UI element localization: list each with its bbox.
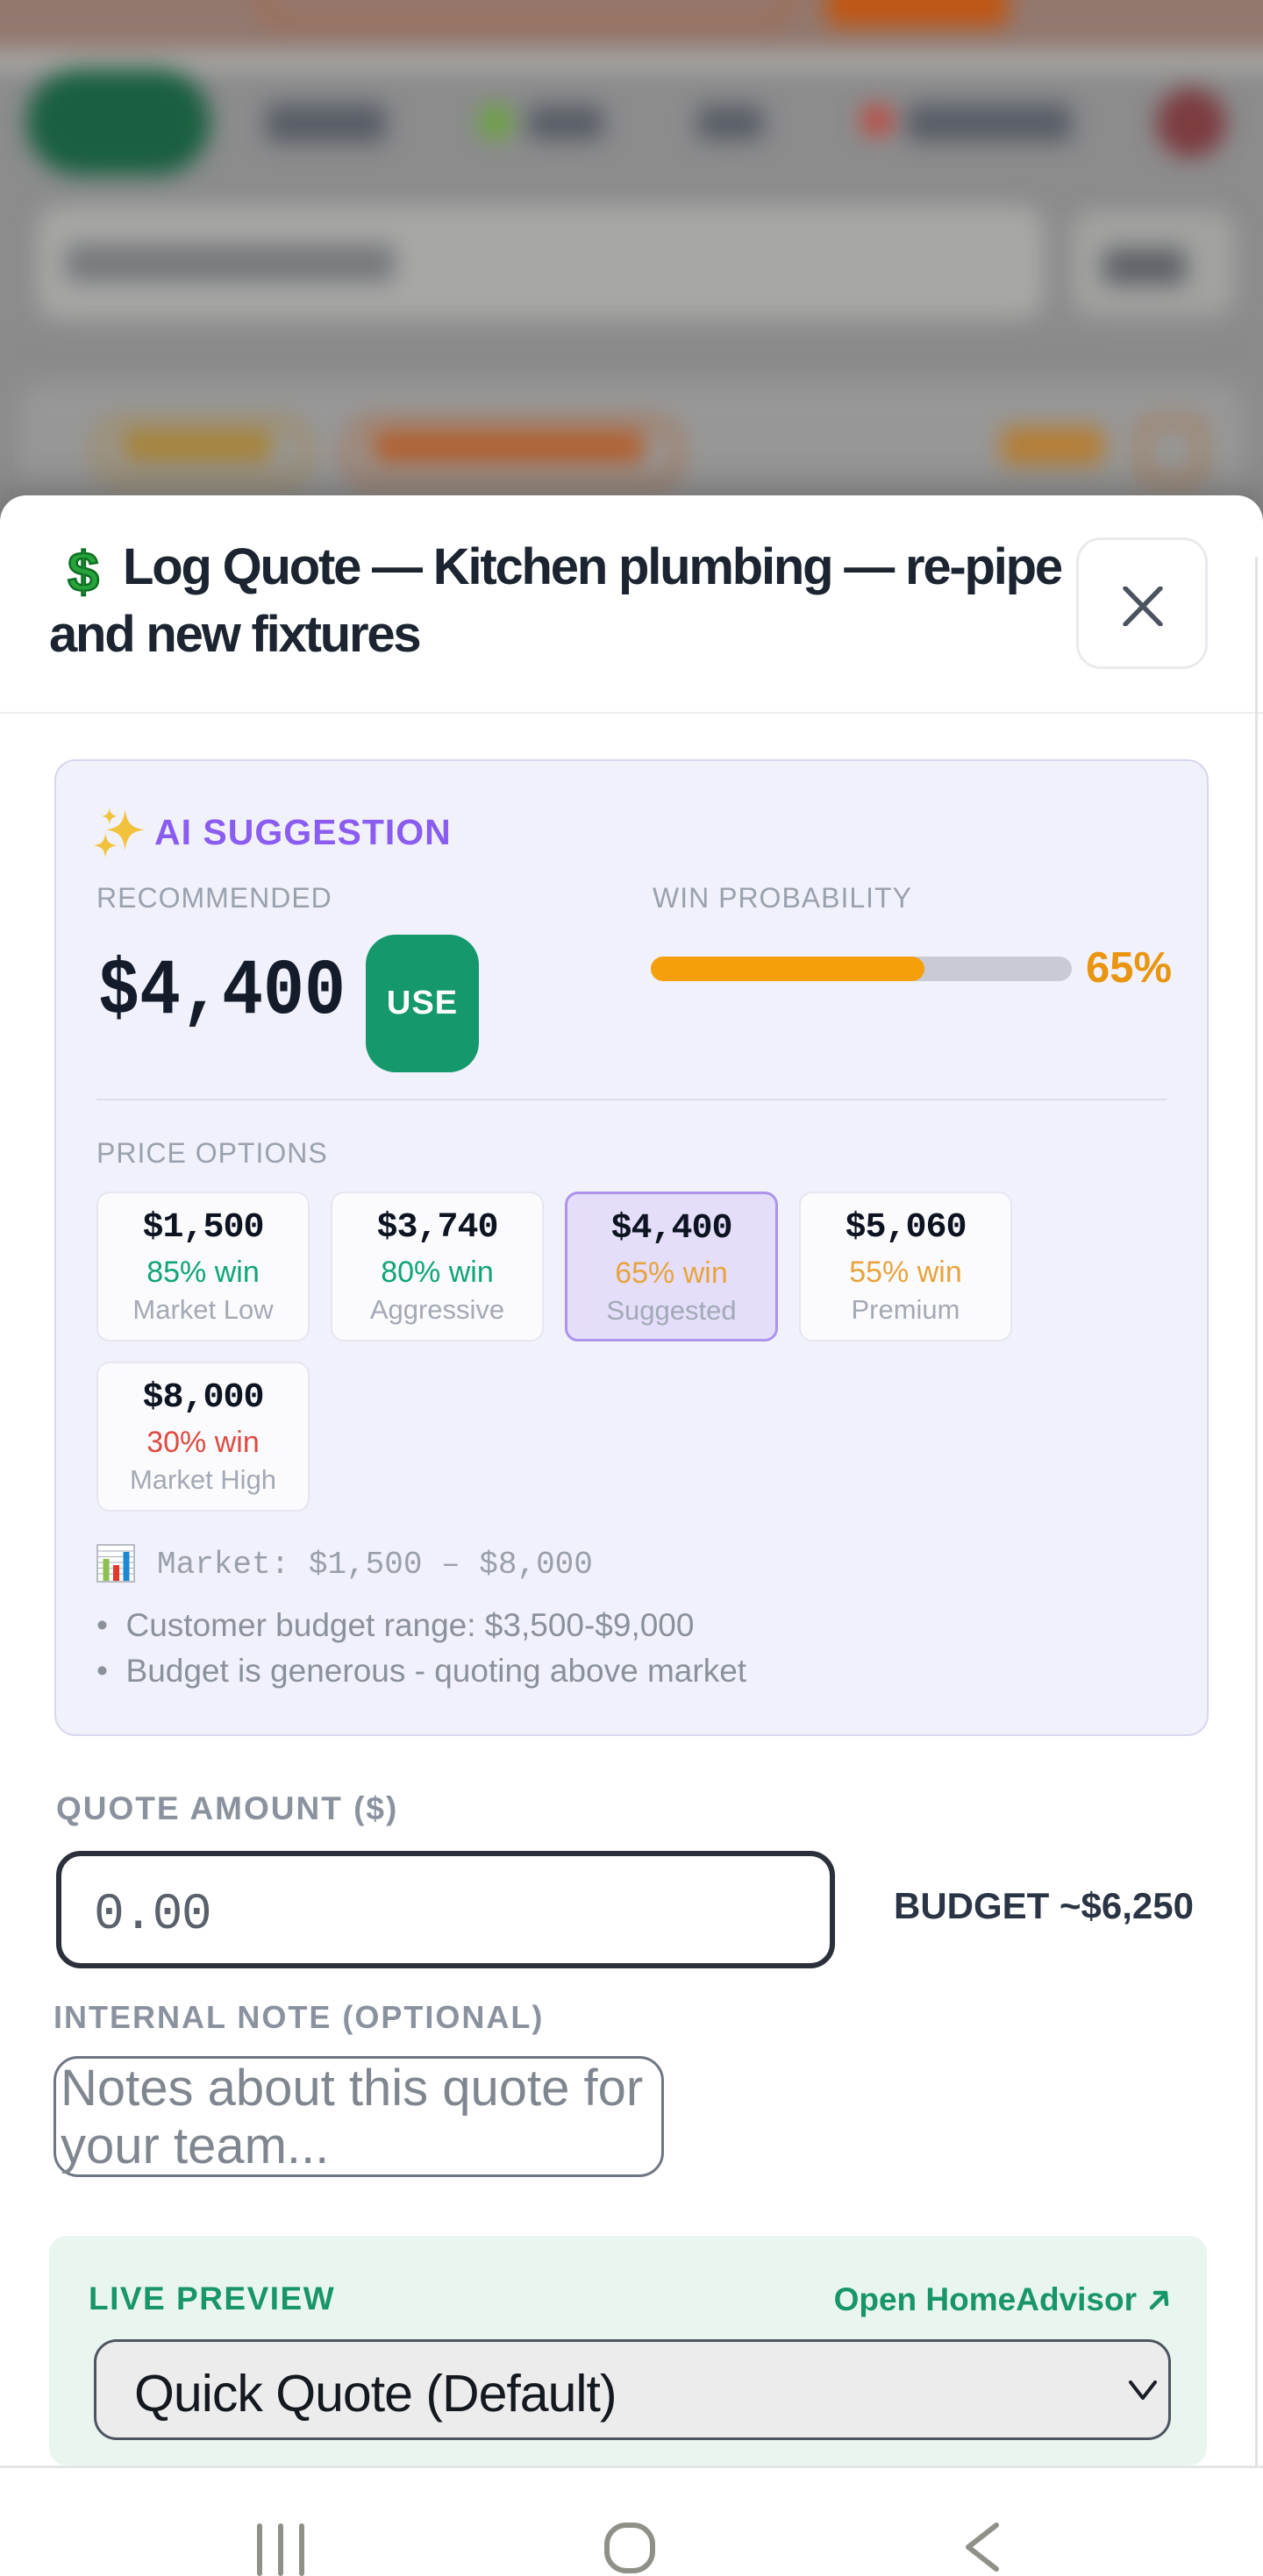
svg-text:$: $ bbox=[68, 544, 98, 601]
